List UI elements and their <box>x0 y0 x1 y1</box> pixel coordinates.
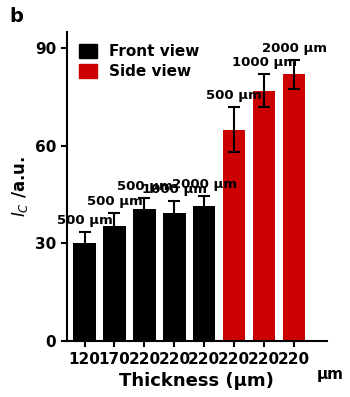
Text: $I_C$ /a.u.: $I_C$ /a.u. <box>10 156 30 217</box>
Bar <box>283 74 305 341</box>
Text: 500 μm: 500 μm <box>86 195 142 208</box>
Bar <box>133 209 156 341</box>
Text: 1000 μm: 1000 μm <box>142 183 207 197</box>
Bar <box>163 213 186 341</box>
Bar <box>193 206 216 341</box>
Bar <box>103 225 126 341</box>
X-axis label: Thickness (μm): Thickness (μm) <box>119 372 274 390</box>
Text: μm: μm <box>316 367 343 382</box>
Text: b: b <box>9 7 23 26</box>
Legend: Front view, Side view: Front view, Side view <box>74 40 204 84</box>
Bar <box>223 130 245 341</box>
Text: 500 μm: 500 μm <box>117 180 172 193</box>
Bar <box>74 243 96 341</box>
Text: 500 μm: 500 μm <box>57 214 112 227</box>
Text: 1000 μm: 1000 μm <box>232 56 297 69</box>
Text: 2000 μm: 2000 μm <box>261 42 327 55</box>
Text: 500 μm: 500 μm <box>206 89 262 102</box>
Bar <box>253 91 275 341</box>
Text: 2000 μm: 2000 μm <box>172 178 237 191</box>
